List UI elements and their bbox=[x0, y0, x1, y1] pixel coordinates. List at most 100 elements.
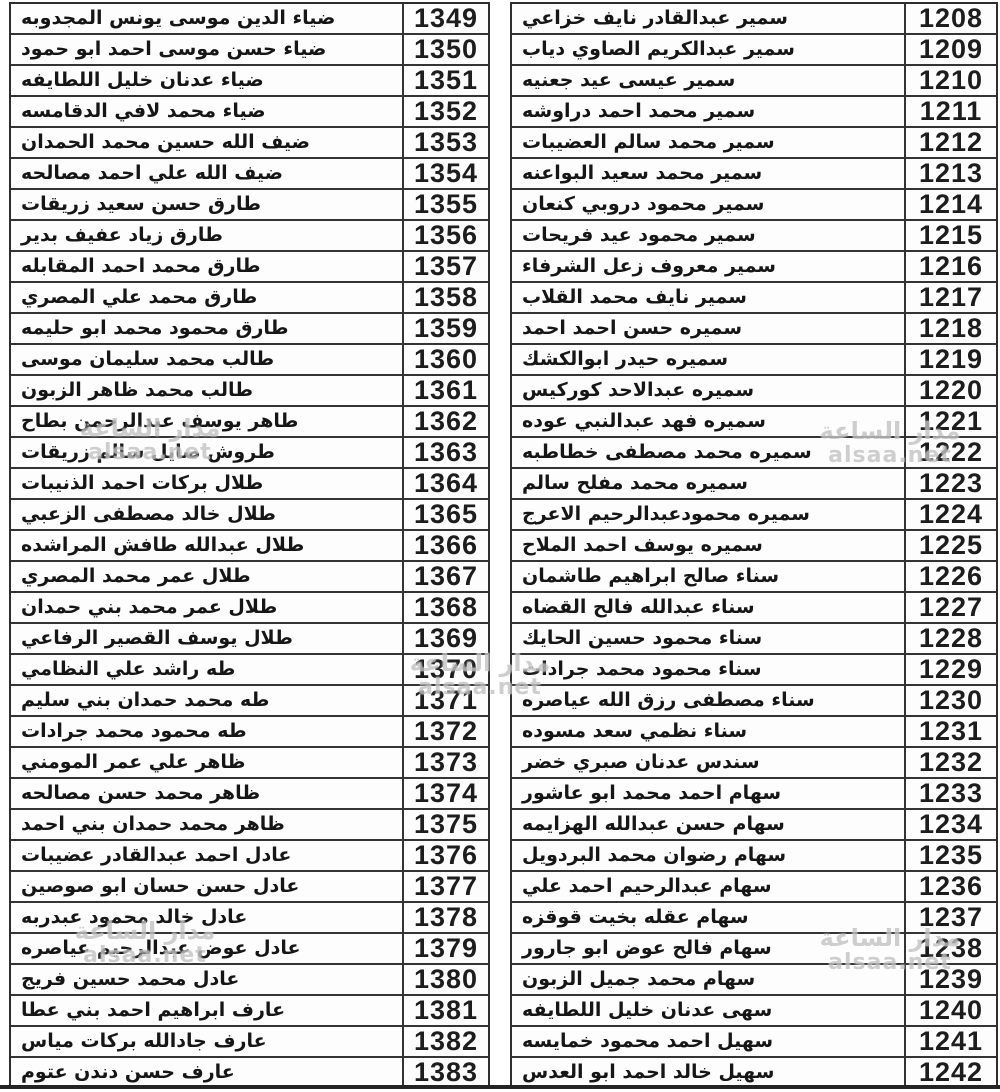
sequence-number-cell: 1350 bbox=[402, 35, 488, 64]
table-row: سميره حيدر ابوالكشك 1219 bbox=[512, 345, 996, 376]
table-row: سهام محمد جميل الزبون 1239 bbox=[512, 965, 996, 996]
table-row: طلال يوسف القصير الرفاعي 1369 bbox=[11, 624, 488, 655]
table-row: سمير نايف محمد القلاب 1217 bbox=[512, 283, 996, 314]
table-row: طلال عمر محمد بني حمدان 1368 bbox=[11, 593, 488, 624]
sequence-number-cell: 1235 bbox=[904, 841, 996, 870]
table-row: سميره يوسف احمد الملاح 1225 bbox=[512, 531, 996, 562]
person-name-cell: سميره محمودعبدالرحيم الاعرج bbox=[522, 503, 810, 525]
table-row: ضيف الله حسين محمد الحمدان 1353 bbox=[11, 128, 488, 159]
person-name-cell: سناء نظمي سعد مسوده bbox=[522, 720, 748, 742]
person-name-cell: ضياء حسن موسى احمد ابو حمود bbox=[21, 38, 327, 60]
table-row: ضياء حسن موسى احمد ابو حمود 1350 bbox=[11, 35, 488, 66]
person-name-cell: طلال عمر محمد المصري bbox=[21, 565, 251, 587]
sequence-number-cell: 1233 bbox=[904, 779, 996, 808]
person-name-cell: سميره محمد مفلح سالم bbox=[522, 472, 748, 494]
table-row: سهيل احمد محمود خمايسه 1241 bbox=[512, 1027, 996, 1058]
table-row: سمير عبدالكريم الصاوي دياب 1209 bbox=[512, 35, 996, 66]
sequence-number-cell: 1379 bbox=[402, 934, 488, 963]
table-row: طالب محمد ظاهر الزبون 1361 bbox=[11, 376, 488, 407]
table-row: ظاهر محمد حسن مصالحه 1374 bbox=[11, 779, 488, 810]
person-name-cell: سمير عيسى عيد جعنيه bbox=[522, 69, 736, 91]
table-row: سميره محمد مصطفى خطاطبه 1222 bbox=[512, 438, 996, 469]
person-name-cell: سمير عبدالكريم الصاوي دياب bbox=[522, 38, 795, 60]
person-name-cell: عادل احمد عبدالقادر عضيبات bbox=[21, 844, 292, 866]
person-name-cell: ضياء الدين موسى يونس المجدوبه bbox=[21, 7, 336, 29]
table-row: عادل حسن حسان ابو صوصين 1377 bbox=[11, 872, 488, 903]
table-row: طاهر يوسف عبدالرحمن بطاح 1362 bbox=[11, 407, 488, 438]
sequence-number-cell: 1222 bbox=[904, 438, 996, 467]
table-row: طه محمود محمد جرادات 1372 bbox=[11, 717, 488, 748]
person-name-cell: طه محمود محمد جرادات bbox=[21, 720, 247, 742]
sequence-number-cell: 1376 bbox=[402, 841, 488, 870]
sequence-number-cell: 1221 bbox=[904, 407, 996, 436]
sequence-number-cell: 1372 bbox=[402, 717, 488, 746]
table-row: طه راشد علي النظامي 1370 bbox=[11, 655, 488, 686]
person-name-cell: طلال عبدالله طافش المراشده bbox=[21, 534, 305, 556]
table-row: سهى عدنان خليل اللطايفه 1240 bbox=[512, 996, 996, 1027]
person-name-cell: سناء محمود محمد جرادات bbox=[522, 658, 762, 680]
table-row: ظاهر علي عمر المومني 1373 bbox=[11, 748, 488, 779]
sequence-number-cell: 1241 bbox=[904, 1027, 996, 1056]
sequence-number-cell: 1215 bbox=[904, 221, 996, 250]
table-row: سهام حسن عبدالله الهزايمه 1234 bbox=[512, 810, 996, 841]
table-row: عادل محمد حسين فريج 1380 bbox=[11, 965, 488, 996]
table-row: سمير محمد سعيد البواعنه 1213 bbox=[512, 159, 996, 190]
sequence-number-cell: 1228 bbox=[904, 624, 996, 653]
person-name-cell: عارف حسن دندن عتوم bbox=[21, 1061, 235, 1083]
person-name-cell: طارق محمد احمد المقابله bbox=[21, 255, 261, 277]
person-name-cell: طلال خالد مصطفى الزعبي bbox=[21, 503, 276, 525]
person-name-cell: سمير محمود دروبي كنعان bbox=[522, 193, 765, 215]
table-row: سهام رضوان محمد البردويل 1235 bbox=[512, 841, 996, 872]
sequence-number-cell: 1368 bbox=[402, 593, 488, 622]
table-row: سهام احمد محمد ابو عاشور 1233 bbox=[512, 779, 996, 810]
table-row: سهيل خالد احمد ابو العدس 1242 bbox=[512, 1058, 996, 1089]
table-row: ضيف الله علي احمد مصالحه 1354 bbox=[11, 159, 488, 190]
table-row: ظاهر محمد حمدان بني احمد 1375 bbox=[11, 810, 488, 841]
person-name-cell: طه راشد علي النظامي bbox=[21, 658, 236, 680]
sequence-number-cell: 1370 bbox=[402, 655, 488, 684]
sequence-number-cell: 1374 bbox=[402, 779, 488, 808]
person-name-cell: عادل حسن حسان ابو صوصين bbox=[21, 875, 300, 897]
person-name-cell: سناء مصطفى رزق الله عياصره bbox=[522, 689, 815, 711]
sequence-number-cell: 1230 bbox=[904, 686, 996, 715]
person-name-cell: سهام محمد جميل الزبون bbox=[522, 968, 756, 990]
table-row: طه محمد حمدان بني سليم 1371 bbox=[11, 686, 488, 717]
sequence-number-cell: 1359 bbox=[402, 314, 488, 343]
person-name-cell: عادل خالد محمود عبدربه bbox=[21, 906, 248, 928]
table-row: عارف ابراهيم احمد بني عطا 1381 bbox=[11, 996, 488, 1027]
sequence-number-cell: 1382 bbox=[402, 1027, 488, 1056]
table-row: سمير معروف زعل الشرفاء 1216 bbox=[512, 252, 996, 283]
table-row: سمير محمود عيد فريحات 1215 bbox=[512, 221, 996, 252]
sequence-number-cell: 1361 bbox=[402, 376, 488, 405]
person-name-cell: سناء صالح ابراهيم طاشمان bbox=[522, 565, 780, 587]
table-row: سميره محمد مفلح سالم 1223 bbox=[512, 469, 996, 500]
table-row: سناء صالح ابراهيم طاشمان 1226 bbox=[512, 562, 996, 593]
table-row: سمير محمود دروبي كنعان 1214 bbox=[512, 190, 996, 221]
person-name-cell: عارف جادالله بركات مياس bbox=[21, 1030, 267, 1052]
sequence-number-cell: 1349 bbox=[402, 4, 488, 33]
table-row: سميره عبدالاحد كوركيس 1220 bbox=[512, 376, 996, 407]
sequence-number-cell: 1353 bbox=[402, 128, 488, 157]
sequence-number-cell: 1366 bbox=[402, 531, 488, 560]
person-name-cell: سندس عدنان صبري خضر bbox=[522, 751, 760, 773]
person-name-cell: سمير عبدالقادر نايف خزاعي bbox=[522, 7, 788, 29]
person-name-cell: سهام فالح عوض ابو جارور bbox=[522, 937, 772, 959]
sequence-number-cell: 1355 bbox=[402, 190, 488, 219]
sequence-number-cell: 1383 bbox=[402, 1058, 488, 1089]
table-row: سميره محمودعبدالرحيم الاعرج 1224 bbox=[512, 500, 996, 531]
table-row: طلال عبدالله طافش المراشده 1366 bbox=[11, 531, 488, 562]
sequence-number-cell: 1229 bbox=[904, 655, 996, 684]
person-name-cell: سمير محمد سالم العضيبات bbox=[522, 131, 775, 153]
table-row: سناء محمود محمد جرادات 1229 bbox=[512, 655, 996, 686]
sequence-number-cell: 1234 bbox=[904, 810, 996, 839]
person-name-cell: طارق محمد علي المصري bbox=[21, 286, 258, 308]
person-name-cell: ظاهر محمد حسن مصالحه bbox=[21, 782, 261, 804]
sequence-number-cell: 1363 bbox=[402, 438, 488, 467]
person-name-cell: ضياء عدنان خليل اللطايفه bbox=[21, 69, 264, 91]
sequence-number-cell: 1351 bbox=[402, 66, 488, 95]
table-row: سهام فالح عوض ابو جارور 1238 bbox=[512, 934, 996, 965]
sequence-number-cell: 1242 bbox=[904, 1058, 996, 1089]
sequence-number-cell: 1357 bbox=[402, 252, 488, 281]
person-name-cell: طارق زياد عفيف بدير bbox=[21, 224, 223, 246]
sequence-number-cell: 1218 bbox=[904, 314, 996, 343]
